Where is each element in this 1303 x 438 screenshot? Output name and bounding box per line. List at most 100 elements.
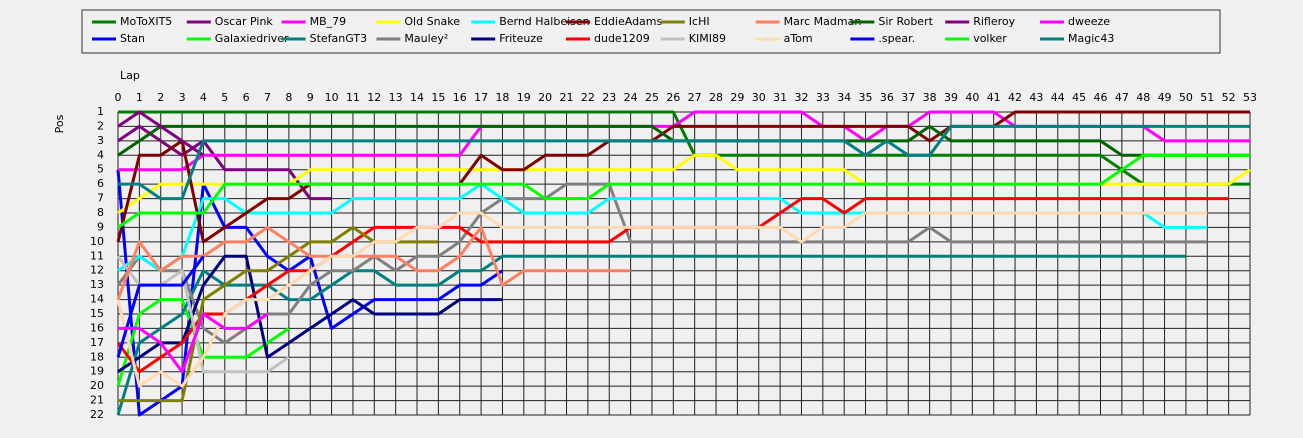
x-tick-label: 33: [816, 91, 830, 104]
series-line: [117, 153, 1250, 229]
x-tick-label: 16: [453, 91, 467, 104]
legend-label: Old Snake: [404, 15, 460, 28]
x-tick-label: 36: [880, 91, 894, 104]
y-tick-label: 7: [97, 192, 104, 205]
series-line: [117, 110, 205, 157]
legend-label: volker: [973, 32, 1007, 45]
x-tick-label: 35: [859, 91, 873, 104]
y-tick-label: 3: [97, 134, 104, 147]
x-tick-label: 4: [200, 91, 207, 104]
x-tick-label: 25: [645, 91, 659, 104]
x-tick-label: 9: [307, 91, 314, 104]
legend-label: dude1209: [594, 32, 650, 45]
y-tick-label: 12: [90, 264, 104, 277]
x-tick-label: 2: [157, 91, 164, 104]
x-tick-label: 34: [837, 91, 851, 104]
y-tick-label: 18: [90, 350, 104, 363]
legend-label: IcHI: [689, 15, 710, 28]
legend-label: .spear.: [878, 32, 915, 45]
x-tick-label: 20: [538, 91, 552, 104]
legend-label: dweeze: [1068, 15, 1110, 28]
x-tick-label: 40: [965, 91, 979, 104]
y-tick-label: 2: [97, 119, 104, 132]
y-tick-label: 19: [90, 365, 104, 378]
x-tick-label: 15: [431, 91, 445, 104]
x-tick-label: 53: [1243, 91, 1257, 104]
legend-label: Sir Robert: [878, 15, 933, 28]
series-line: [116, 182, 1208, 345]
series-line: [116, 255, 205, 358]
x-tick-label: 44: [1051, 91, 1065, 104]
x-tick-label: 14: [410, 91, 424, 104]
x-tick-label: 26: [666, 91, 680, 104]
x-tick-label: 39: [944, 91, 958, 104]
x-tick-label: 22: [581, 91, 595, 104]
x-tick-label: 49: [1158, 91, 1172, 104]
x-tick-label: 32: [794, 91, 808, 104]
legend-label: StefanGT3: [310, 32, 368, 45]
legend-label: aTom: [784, 32, 813, 45]
legend-box: [81, 9, 1221, 54]
y-tick-label: 13: [90, 278, 104, 291]
legend-label: MoToXIT5: [120, 15, 172, 28]
legend-label: Magic43: [1068, 32, 1114, 45]
x-tick-label: 48: [1136, 91, 1150, 104]
x-tick-label: 17: [474, 91, 488, 104]
x-tick-label: 8: [285, 91, 292, 104]
y-tick-label: 15: [90, 307, 104, 320]
x-tick-label: 47: [1115, 91, 1129, 104]
series-line: [116, 254, 1186, 416]
x-tick-label: 52: [1222, 91, 1236, 104]
x-tick-label: 1: [136, 91, 143, 104]
series-line: [118, 124, 1250, 201]
y-tick-label: 9: [97, 220, 104, 233]
y-tick-label: 10: [90, 235, 104, 248]
legend-label: Friteuze: [499, 32, 543, 45]
series-line: [118, 110, 1250, 186]
x-tick-label: 0: [115, 91, 122, 104]
x-tick-label: 23: [602, 91, 616, 104]
x-tick-label: 30: [752, 91, 766, 104]
y-tick-label: 17: [90, 336, 104, 349]
x-axis-label: Lap: [120, 69, 140, 82]
y-tick-label: 1: [97, 105, 104, 118]
x-tick-label: 28: [709, 91, 723, 104]
series-line: [116, 110, 1250, 244]
y-axis-label: Pos: [53, 114, 66, 133]
y-tick-label: 11: [90, 249, 104, 262]
legend-label: Rifleroy: [973, 15, 1015, 28]
x-tick-label: 41: [987, 91, 1001, 104]
x-tick-label: 29: [730, 91, 744, 104]
x-tick-label: 51: [1200, 91, 1214, 104]
y-tick-label: 21: [90, 394, 104, 407]
y-tick-label: 8: [97, 206, 104, 219]
legend-label: Oscar Pink: [215, 15, 274, 28]
x-tick-label: 46: [1093, 91, 1107, 104]
y-tick-label: 6: [97, 177, 104, 190]
x-tick-label: 10: [325, 91, 339, 104]
y-tick-label: 22: [90, 408, 104, 421]
y-tick-label: 20: [90, 379, 104, 392]
legend-label: Galaxiedriver: [215, 32, 289, 45]
y-tick-label: 4: [97, 148, 104, 161]
x-tick-label: 3: [179, 91, 186, 104]
y-tick-label: 16: [90, 321, 104, 334]
x-tick-label: 24: [624, 91, 638, 104]
legend-label: Bernd Halbeisen: [499, 15, 589, 28]
series-line: [116, 211, 1208, 388]
x-tick-label: 13: [389, 91, 403, 104]
x-tick-label: 11: [346, 91, 360, 104]
series-line: [118, 312, 269, 374]
legend-label: EddieAdams: [594, 15, 663, 28]
y-tick-label: 14: [90, 293, 104, 306]
legend-label: Marc Madman: [784, 15, 862, 28]
x-tick-label: 27: [688, 91, 702, 104]
x-tick-label: 50: [1179, 91, 1193, 104]
legend-label: KIMI89: [689, 32, 726, 45]
x-tick-label: 18: [495, 91, 509, 104]
x-tick-label: 42: [1008, 91, 1022, 104]
x-tick-label: 38: [923, 91, 937, 104]
x-tick-label: 12: [367, 91, 381, 104]
x-tick-label: 7: [264, 91, 271, 104]
